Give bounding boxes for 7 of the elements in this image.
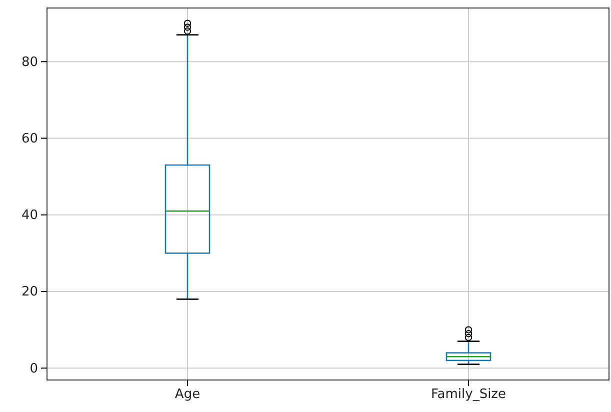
y-tick-label: 80	[21, 54, 38, 70]
x-tick-label: Family_Size	[430, 387, 506, 402]
y-tick-label: 60	[21, 131, 38, 146]
x-tick-label: Age	[174, 387, 200, 402]
y-tick-label: 0	[30, 361, 38, 376]
y-tick-label: 40	[21, 208, 38, 224]
y-tick-label: 20	[21, 284, 38, 300]
